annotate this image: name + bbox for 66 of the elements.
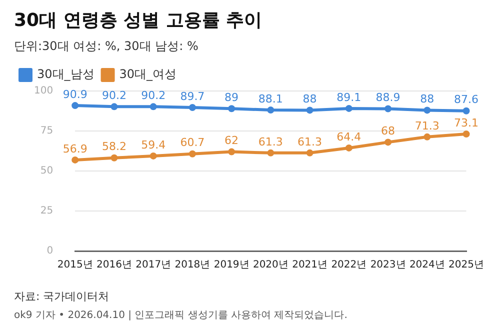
y-tick-label: 100 <box>34 86 54 97</box>
point <box>424 133 431 140</box>
point <box>110 154 118 162</box>
legend-label: 30대_여성 <box>119 67 177 82</box>
point <box>228 105 236 112</box>
data-label: 90.9 <box>62 88 88 101</box>
point <box>462 107 470 114</box>
chart-title: 30대 연령층 성별 고용률 추이 <box>14 9 264 32</box>
point <box>424 106 431 114</box>
data-label: 88.9 <box>376 91 400 104</box>
x-tick-label: 2024년 <box>409 260 445 271</box>
x-tick-label: 2020년 <box>252 260 288 271</box>
point <box>72 156 79 164</box>
data-label: 60.7 <box>180 136 205 150</box>
data-label: 58.2 <box>102 140 126 154</box>
point <box>267 149 274 156</box>
data-label: 71.3 <box>414 119 440 132</box>
x-tick-label: 2023년 <box>370 260 406 271</box>
point <box>188 104 196 111</box>
point <box>150 152 157 160</box>
y-tick-label: 75 <box>40 126 54 137</box>
legend-label: 30대_남성 <box>37 67 94 82</box>
point <box>306 106 314 114</box>
data-label: 59.4 <box>141 138 166 152</box>
data-label: 88.1 <box>258 92 283 106</box>
data-label: 88 <box>420 92 434 106</box>
data-label: 88 <box>302 92 317 106</box>
y-tick-label: 50 <box>40 166 54 177</box>
data-label: 89.7 <box>180 90 205 103</box>
x-tick-label: 2019년 <box>214 260 250 271</box>
x-tick-label: 2018년 <box>174 260 210 271</box>
point <box>188 150 196 158</box>
point <box>462 130 470 138</box>
data-label: 90.2 <box>141 89 166 102</box>
data-label: 89 <box>224 90 239 104</box>
data-label: 62 <box>224 134 239 148</box>
point <box>150 103 157 110</box>
point <box>228 148 236 156</box>
y-tick-label: 0 <box>46 246 54 257</box>
point <box>345 144 352 152</box>
data-label: 61.3 <box>258 135 283 148</box>
data-label: 61.3 <box>298 135 322 148</box>
y-tick-label: 25 <box>40 206 54 217</box>
chart-subtitle: 단위:30대 여성: %, 30대 남성: % <box>14 38 200 55</box>
x-tick-label: 2015년 <box>57 260 93 271</box>
x-tick-label: 2017년 <box>136 260 172 271</box>
point <box>267 106 274 114</box>
data-label: 56.9 <box>62 142 88 156</box>
point <box>110 103 118 110</box>
point <box>306 149 314 156</box>
data-label: 89.1 <box>336 90 362 104</box>
point <box>384 138 392 146</box>
data-label: 64.4 <box>336 130 362 144</box>
data-label: 87.6 <box>454 93 479 106</box>
point <box>345 104 352 112</box>
text: 자료: 국가데이터처 <box>14 289 110 304</box>
data-label: 73.1 <box>454 116 479 130</box>
data-label: 68 <box>381 124 396 138</box>
x-tick-label: 2025년 <box>448 260 484 271</box>
point <box>384 105 392 112</box>
x-tick-label: 2016년 <box>96 260 132 271</box>
x-tick-label: 2021년 <box>292 260 328 271</box>
text: ok9 기자 • 2026.04.10 | 인포그래픽 생성기를 사용하여 제작되었습니다. <box>14 309 348 322</box>
data-label: 90.2 <box>102 89 126 102</box>
point <box>72 102 79 110</box>
x-tick-label: 2022년 <box>331 260 367 271</box>
